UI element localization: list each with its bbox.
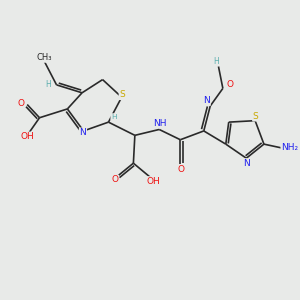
Text: O: O [111,176,118,184]
Text: H: H [111,114,116,120]
Text: S: S [119,90,125,99]
Text: N: N [203,96,210,105]
Text: N: N [80,128,86,137]
Text: O: O [177,165,184,174]
Text: OH: OH [21,132,35,141]
Text: CH₃: CH₃ [36,53,52,62]
Text: O: O [17,99,24,108]
Text: NH₂: NH₂ [281,143,298,152]
Text: H: H [213,57,219,66]
Text: O: O [227,80,234,89]
Text: OH: OH [146,177,160,186]
Text: NH: NH [153,118,166,127]
Text: H: H [45,80,51,89]
Text: N: N [244,159,250,168]
Text: S: S [253,112,259,121]
